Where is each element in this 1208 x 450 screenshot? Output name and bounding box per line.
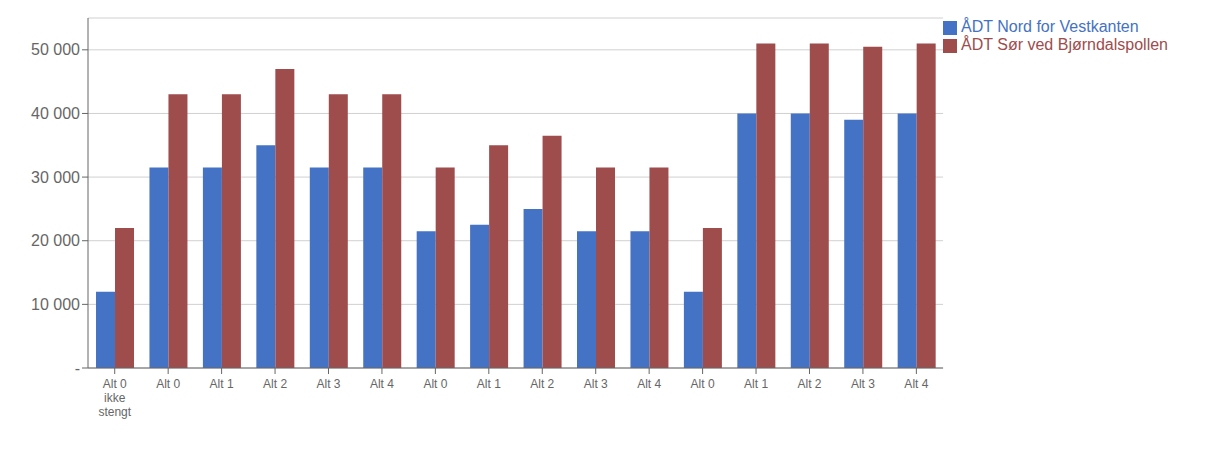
svg-text:-: -: [75, 360, 80, 377]
svg-text:10 000: 10 000: [31, 296, 80, 313]
svg-text:Alt 0: Alt 0: [423, 377, 447, 391]
svg-text:Alt 2: Alt 2: [797, 377, 821, 391]
html-text:ÅDT Nord for Vestkanten: ÅDT Nord for Vestkanten: [961, 18, 1139, 35]
svg-text:Alt 3: Alt 3: [851, 377, 875, 391]
svg-text:20 000: 20 000: [31, 232, 80, 249]
svg-text:Alt 4: Alt 4: [370, 377, 394, 391]
svg-text:Alt 0ikkestengt: Alt 0ikkestengt: [98, 377, 131, 419]
svg-text:Alt 1: Alt 1: [744, 377, 768, 391]
svg-text:Alt 0: Alt 0: [156, 377, 180, 391]
svg-text:Alt 3: Alt 3: [316, 377, 340, 391]
html-text:ÅDT Sør ved Bjørndalspollen: ÅDT Sør ved Bjørndalspollen: [961, 36, 1168, 53]
svg-text:Alt 1: Alt 1: [210, 377, 234, 391]
svg-text:Alt 0: Alt 0: [691, 377, 715, 391]
svg-text:30 000: 30 000: [31, 169, 80, 186]
svg-text:Alt 4: Alt 4: [904, 377, 928, 391]
svg-text:40 000: 40 000: [31, 105, 80, 122]
svg-text:Alt 4: Alt 4: [637, 377, 661, 391]
svg-text:Alt 2: Alt 2: [263, 377, 287, 391]
svg-text:Alt 3: Alt 3: [584, 377, 608, 391]
svg-text:Alt 2: Alt 2: [530, 377, 554, 391]
svg-text:50 000: 50 000: [31, 41, 80, 58]
svg-text:Alt 1: Alt 1: [477, 377, 501, 391]
